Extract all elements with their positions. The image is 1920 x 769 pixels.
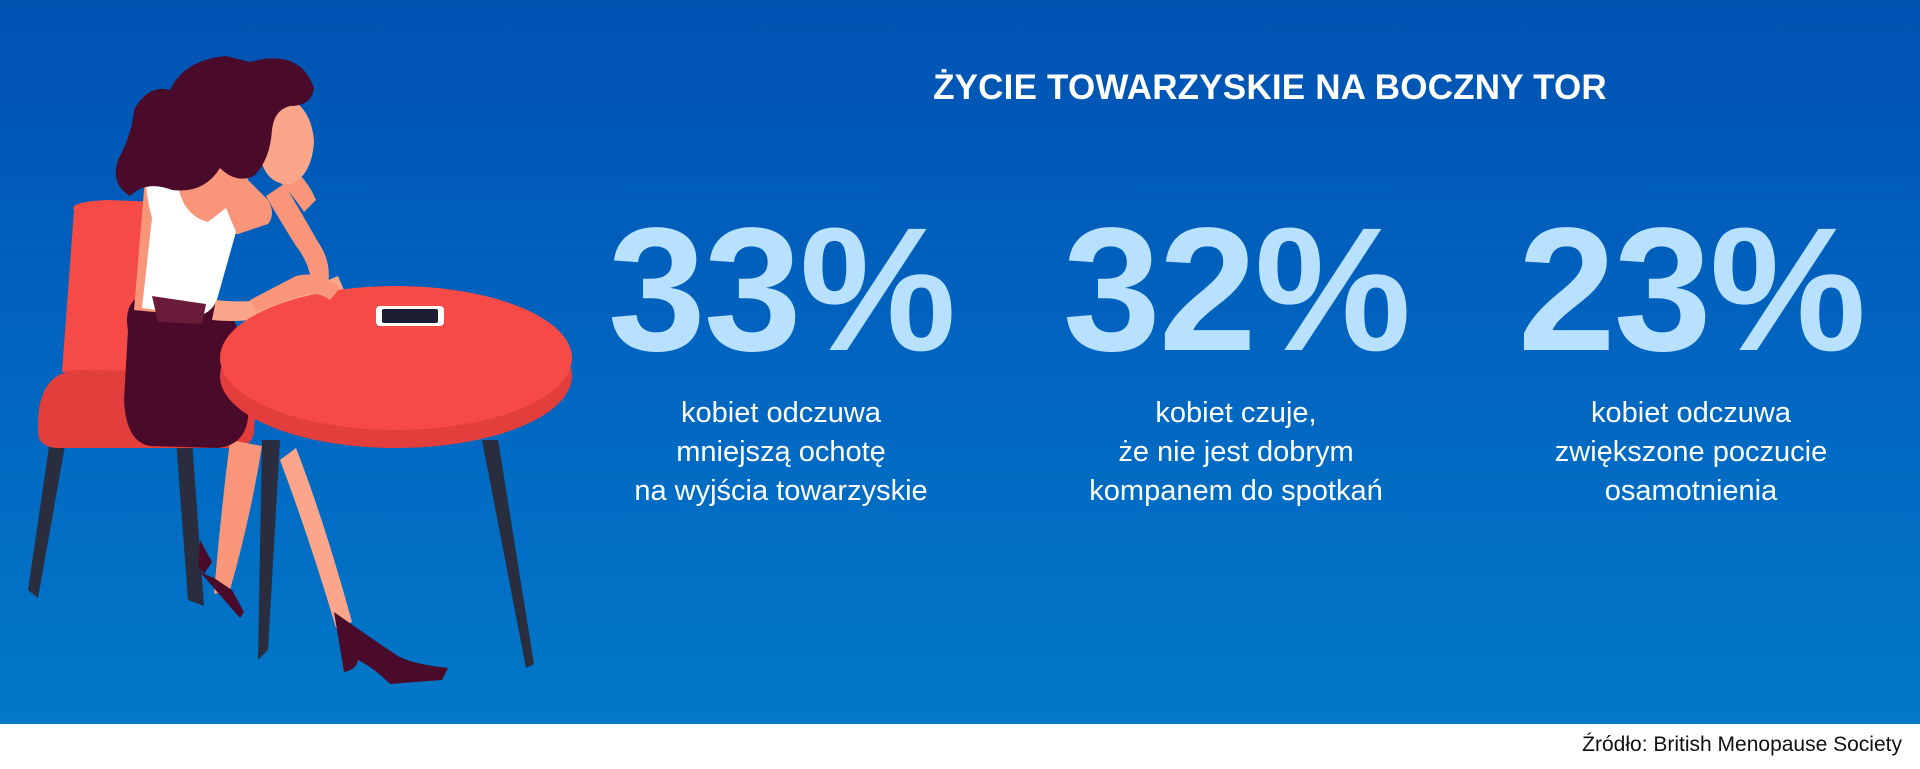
stat-description-line: że nie jest dobrym xyxy=(1118,436,1354,468)
stat-description-line: mniejszą ochotę xyxy=(676,436,886,468)
stat-description: kobiet odczuwa mniejszą ochotę na wyjści… xyxy=(571,394,991,511)
stat-value: 33% xyxy=(607,192,956,388)
stat-description-line: kompanem do spotkań xyxy=(1089,475,1383,507)
stat-description: kobiet czuje, że nie jest dobrym kompane… xyxy=(1026,394,1446,511)
stat-block: 32% kobiet czuje, że nie jest dobrym kom… xyxy=(1026,192,1446,511)
woman-at-table-illustration xyxy=(28,56,572,684)
stat-block: 33% kobiet odczuwa mniejszą ochotę na wy… xyxy=(571,192,991,511)
table-illustration xyxy=(220,274,572,668)
infographic-banner: ŻYCIE TOWARZYSKIE NA BOCZNY TOR 33% kobi… xyxy=(0,0,1920,724)
stat-description-line: osamotnienia xyxy=(1604,475,1778,507)
stat-description-line: kobiet czuje, xyxy=(1155,397,1317,429)
stat-block: 23% kobiet odczuwa zwiększone poczucie o… xyxy=(1481,192,1901,511)
stat-description-line: kobiet odczuwa xyxy=(1591,397,1791,429)
stat-description-line: na wyjścia towarzyskie xyxy=(634,475,928,507)
page-title: ŻYCIE TOWARZYSKIE NA BOCZNY TOR xyxy=(933,68,1607,107)
source-note: Źródło: British Menopause Society xyxy=(1582,733,1902,756)
stat-description: kobiet odczuwa zwiększone poczucie osamo… xyxy=(1481,394,1901,511)
woman-illustration xyxy=(115,56,448,684)
stat-description-line: kobiet odczuwa xyxy=(681,397,881,429)
stat-value: 23% xyxy=(1517,192,1866,388)
stat-description-line: zwiększone poczucie xyxy=(1554,436,1828,468)
stat-value: 32% xyxy=(1062,192,1411,388)
phone-icon xyxy=(376,306,444,326)
